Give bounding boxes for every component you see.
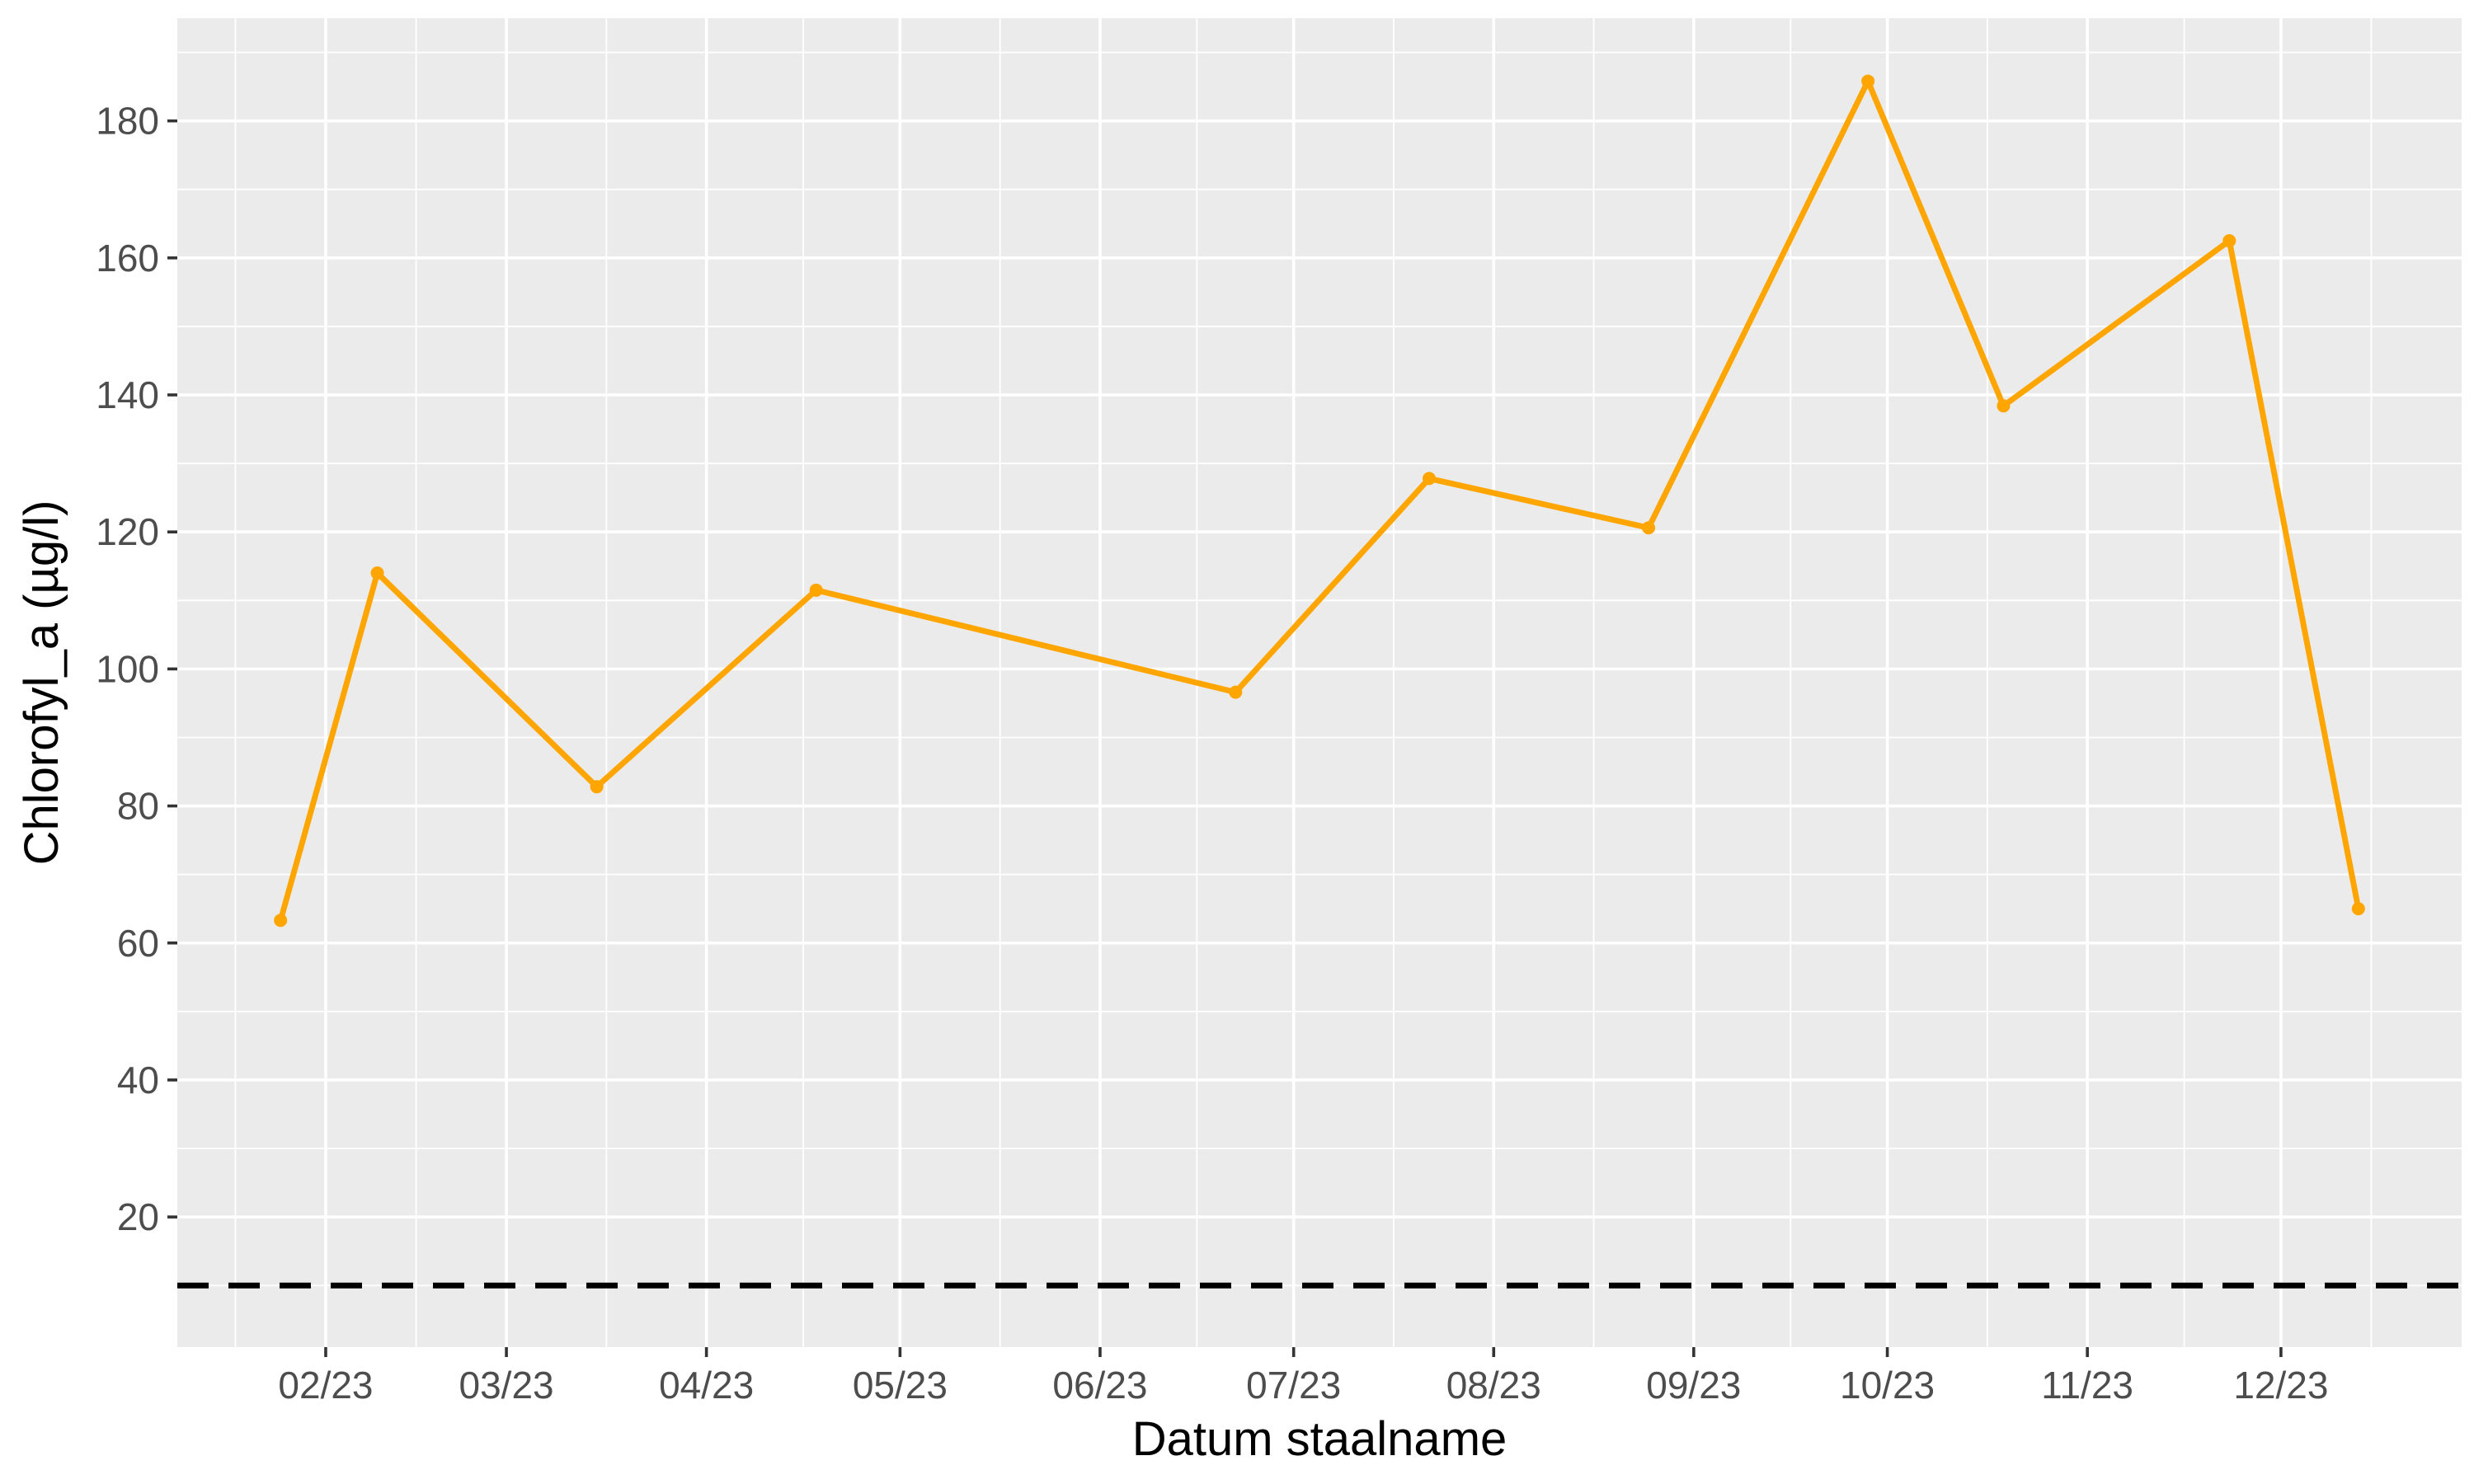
y-tick-label: 100 [96, 647, 159, 690]
data-point [1861, 74, 1875, 88]
y-tick-label: 120 [96, 510, 159, 553]
y-tick-label: 160 [96, 237, 159, 279]
data-point [370, 566, 384, 580]
grid-major [177, 18, 2462, 1347]
data-point [809, 583, 823, 597]
x-tick-label: 02/23 [278, 1364, 373, 1407]
x-axis: 02/23 03/23 04/23 05/23 06/23 07/23 08/23 09/23… [278, 1347, 2328, 1407]
data-point [590, 780, 604, 794]
data-point [274, 913, 288, 928]
y-tick-label: 60 [117, 922, 159, 965]
x-tick-label: 09/23 [1646, 1364, 1741, 1407]
x-tick-label: 04/23 [659, 1364, 754, 1407]
data-point [2222, 234, 2236, 248]
x-tick-label: 10/23 [1840, 1364, 1935, 1407]
plot-panel [177, 18, 2462, 1347]
x-tick-label: 12/23 [2233, 1364, 2328, 1407]
data-points [274, 74, 2365, 928]
x-tick-label: 06/23 [1052, 1364, 1147, 1407]
y-tick-label: 140 [96, 373, 159, 416]
y-tick-label: 80 [117, 785, 159, 828]
x-axis-title: Datum staalname [1132, 1412, 1507, 1466]
y-axis: 20 40 60 80 100 120 140 160 180 [96, 100, 177, 1238]
x-tick-label: 08/23 [1446, 1364, 1541, 1407]
y-tick-label: 40 [117, 1059, 159, 1101]
x-tick-label: 03/23 [459, 1364, 554, 1407]
x-tick-label: 11/23 [2041, 1364, 2133, 1407]
y-axis-title: Chlorofyl_a (µg/l) [15, 500, 68, 866]
data-point [1423, 472, 1437, 486]
y-tick-label: 20 [117, 1195, 159, 1238]
data-point [1997, 399, 2011, 413]
data-point [1229, 685, 1243, 699]
grid-minor [177, 18, 2462, 1347]
x-tick-label: 05/23 [853, 1364, 948, 1407]
data-point [2351, 902, 2365, 916]
data-point [1642, 521, 1656, 535]
x-tick-label: 07/23 [1246, 1364, 1341, 1407]
y-tick-label: 180 [96, 100, 159, 143]
